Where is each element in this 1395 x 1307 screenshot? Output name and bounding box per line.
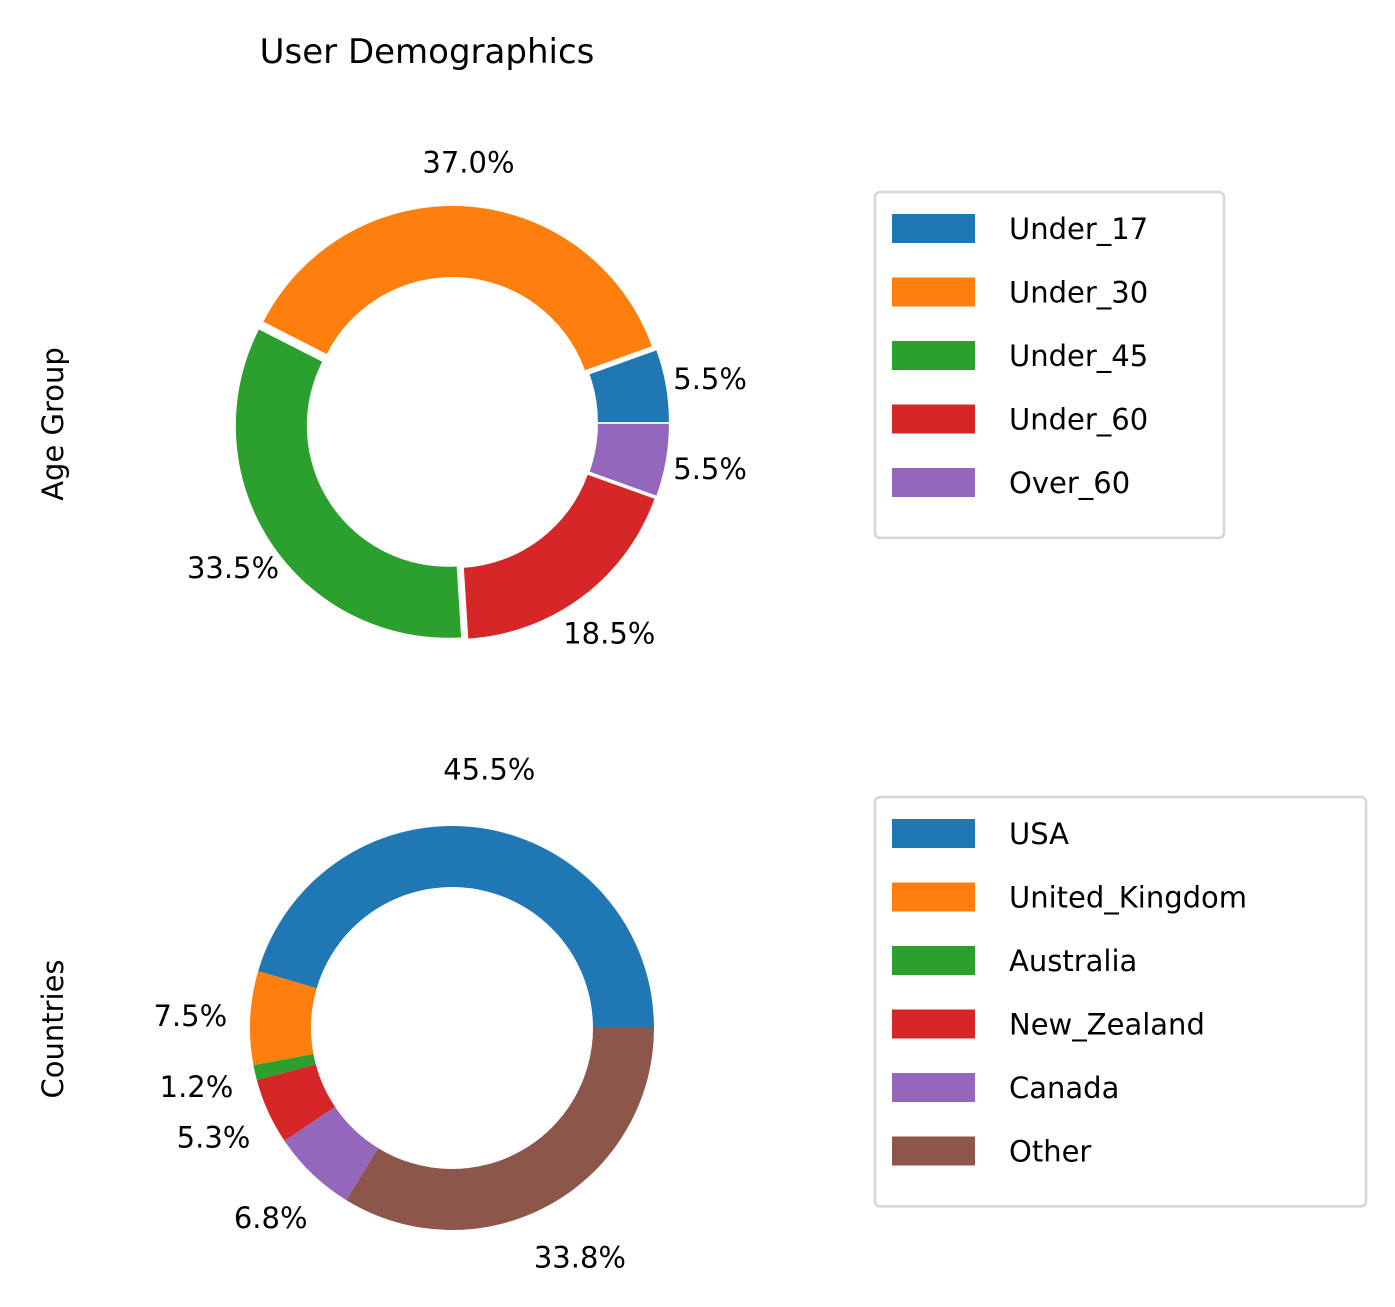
legend-label-canada: Canada [1009, 1071, 1119, 1105]
legend-swatch-under-17 [892, 214, 975, 243]
legend-label-under-30: Under_30 [1009, 276, 1148, 310]
slice-under-30 [263, 206, 652, 371]
legend-swatch-under-45 [892, 341, 975, 370]
legend-label-under-17: Under_17 [1009, 212, 1148, 246]
legend-label-united-kingdom: United_Kingdom [1009, 881, 1247, 915]
countries-legend: USA United_Kingdom Australia New_Zealand Can… [873, 795, 1368, 1208]
slice-label-under-17: 5.5% [673, 362, 747, 396]
legend-label-other: Other [1009, 1135, 1091, 1169]
legend-swatch-other [892, 1136, 975, 1166]
legend-swatch-under-60 [892, 404, 975, 434]
countries-ylabel: Countries [36, 959, 70, 1098]
legend-swatch-australia [892, 946, 975, 975]
slice-under-17 [589, 350, 669, 423]
figure-title: User Demographics [260, 32, 595, 72]
legend-swatch-under-30 [892, 277, 975, 307]
slice-other [346, 1028, 654, 1231]
slice-label-under-60: 18.5% [563, 617, 655, 651]
legend-frame [873, 795, 1368, 1208]
legend-swatch-united-kingdom [892, 882, 975, 912]
slice-usa [258, 826, 654, 1028]
slice-label-new-zealand: 5.3% [177, 1120, 251, 1154]
legend-label-over-60: Over_60 [1009, 466, 1130, 500]
slice-label-under-45: 33.5% [187, 551, 279, 585]
age-group-donut: 5.5% 37.0% 33.5% 18.5% 5.5% [187, 146, 747, 651]
slice-australia [253, 1053, 316, 1081]
legend-swatch-over-60 [892, 468, 975, 497]
legend-label-under-45: Under_45 [1009, 339, 1148, 373]
slice-label-under-30: 37.0% [422, 146, 514, 180]
slice-label-other: 33.8% [534, 1241, 626, 1275]
slice-over-60 [589, 423, 669, 496]
legend-label-usa: USA [1009, 817, 1069, 851]
legend-label-new-zealand: New_Zealand [1009, 1008, 1205, 1042]
age-group-chart: Age Group 5.5% 37.0% 33.5% 18.5% 5.5% Under_… [36, 146, 1226, 651]
legend-label-australia: Australia [1009, 944, 1137, 978]
countries-donut: 45.5% 7.5% 1.2% 5.3% 6.8% 33.8% [153, 753, 654, 1275]
slice-label-over-60: 5.5% [673, 452, 747, 486]
legend-swatch-canada [892, 1073, 975, 1102]
slice-under-45 [235, 329, 462, 638]
legend-swatch-new-zealand [892, 1009, 975, 1039]
legend-swatch-usa [892, 819, 975, 848]
slice-label-canada: 6.8% [234, 1201, 308, 1235]
age-group-ylabel: Age Group [36, 347, 70, 501]
slice-united-kingdom [250, 971, 317, 1066]
slice-canada [284, 1106, 379, 1201]
slice-under-60 [463, 474, 655, 639]
slice-label-united-kingdom: 7.5% [153, 999, 227, 1033]
legend-label-under-60: Under_60 [1009, 403, 1148, 437]
age-group-legend: Under_17 Under_30 Under_45 Under_60 Over_60 [873, 190, 1226, 540]
slice-new-zealand [256, 1064, 336, 1141]
slice-label-usa: 45.5% [443, 753, 535, 787]
slice-label-australia: 1.2% [160, 1070, 234, 1104]
countries-chart: Countries 45.5% 7.5% 1.2% 5.3% 6.8% 33.8% USA… [36, 753, 1368, 1275]
